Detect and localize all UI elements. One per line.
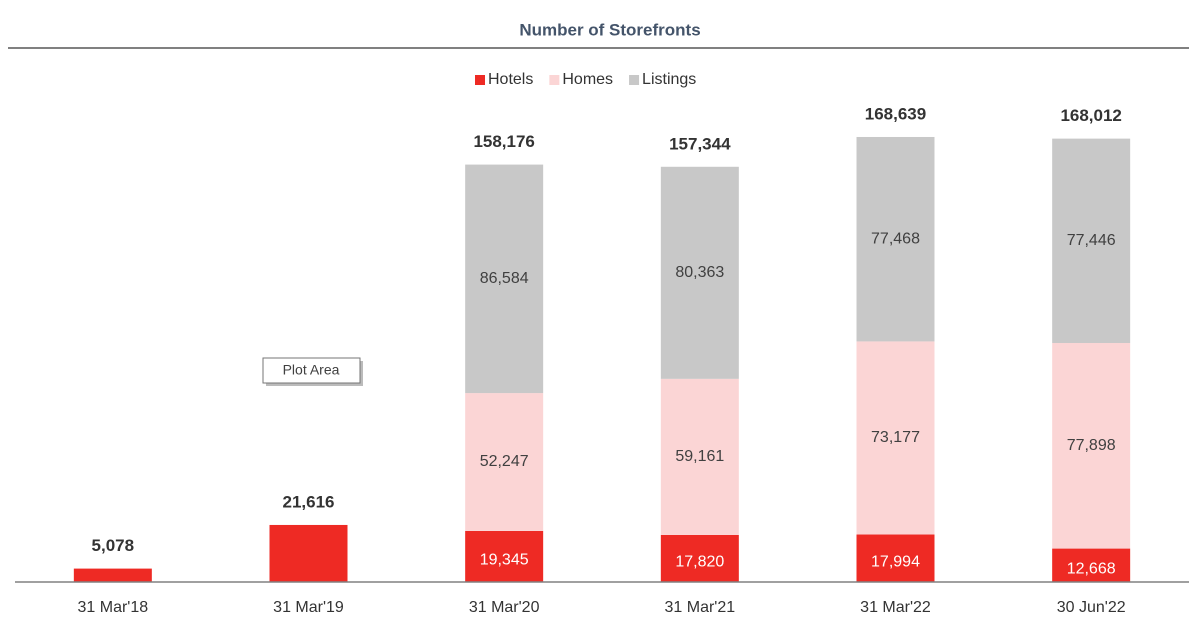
value-label: 77,446 [1067,232,1116,249]
bar-segment [73,568,152,582]
legend-swatch [629,75,640,85]
legend-label: Hotels [488,71,533,88]
bar-segment [856,341,935,535]
bar-segment [856,136,935,342]
chart-title: Number of Storefronts [519,20,700,39]
bar-segment [465,393,544,531]
total-label: 168,012 [1060,106,1121,125]
value-label: 77,468 [871,230,920,247]
bar-segment [1052,343,1131,549]
x-tick-label: 31 Mar'20 [469,599,540,616]
value-label: 77,898 [1067,437,1116,454]
bar-segment [660,534,739,582]
bar-segment [1052,138,1131,344]
value-label: 12,668 [1067,561,1116,578]
x-tick-label: 31 Mar'22 [860,599,931,616]
value-label: 19,345 [480,552,529,569]
legend-swatch [475,75,485,85]
x-tick-label: 31 Mar'21 [665,599,736,616]
tooltip-box [262,357,361,384]
value-label: 86,584 [480,270,529,287]
x-tick-label: 30 Jun'22 [1057,599,1126,616]
bar-segment [660,378,739,535]
legend-label: Listings [642,71,696,88]
value-label: 17,994 [871,553,920,570]
total-label: 158,176 [473,132,534,151]
legend-swatch [549,75,560,85]
value-label: 73,177 [871,429,920,446]
value-label: 17,820 [675,554,724,571]
value-label: 52,247 [480,453,529,470]
bar-segment [1052,548,1131,582]
x-tick-label: 31 Mar'18 [78,599,149,616]
total-label: 21,616 [283,492,335,511]
x-tick-label: 31 Mar'19 [273,599,344,616]
bar-segment [465,530,544,582]
bar-segment [660,166,739,379]
legend-label: Homes [562,71,613,88]
bar-segment [465,164,544,394]
bar-segment [269,524,348,582]
total-label: 168,639 [865,104,926,123]
total-label: 157,344 [669,134,731,153]
bar-segment [856,534,935,582]
value-label: 59,161 [675,448,724,465]
tooltip-text: Plot Area [283,362,340,378]
value-label: 80,363 [675,264,724,281]
total-label: 5,078 [92,536,135,555]
